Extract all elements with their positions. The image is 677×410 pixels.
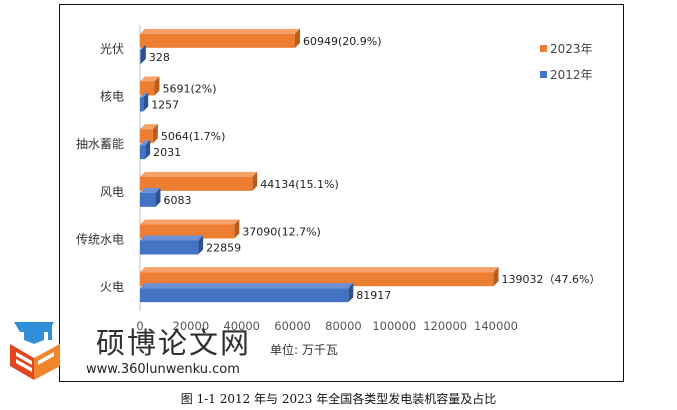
data-label: 328: [149, 51, 170, 64]
data-label: 44134(15.1%): [260, 178, 339, 191]
x-tick-label: 20000: [173, 319, 210, 333]
x-tick-label: 80000: [325, 319, 362, 333]
watermark-logo: 硕博论文网 www.360lunwenku.com: [8, 318, 268, 384]
watermark-name: 硕博论文网: [96, 326, 252, 360]
category-label: 光伏: [100, 42, 124, 56]
chart-frame: 0 20000 40000 60000 80000 100000 120000 140000 火…: [59, 4, 624, 382]
bar-2012: [140, 49, 141, 64]
x-tick-label: 0: [136, 319, 143, 333]
bar-side-face: [143, 92, 149, 112]
watermark-url: www.360lunwenku.com: [86, 362, 240, 377]
data-label: 81917: [356, 289, 391, 302]
bar-top-face: [140, 76, 160, 82]
unit-label: 单位: 万千瓦: [270, 342, 338, 357]
data-label: 2031: [153, 146, 181, 159]
category-label: 火电: [100, 280, 124, 294]
bar-top-face: [140, 171, 258, 177]
bar-chart: 0 20000 40000 60000 80000 100000 120000 140000 火…: [76, 25, 601, 357]
bar-top-face: [140, 140, 151, 146]
legend-label: 2012年: [550, 68, 593, 82]
category-label: 传统水电: [76, 232, 124, 247]
bar-top-face: [140, 283, 354, 289]
graduation-cap-logo-icon: [10, 322, 60, 380]
bar-side-face: [348, 283, 354, 303]
bar-top-face: [140, 267, 499, 273]
bar-top-face: [140, 124, 158, 130]
figure-caption: 图 1-1 2012 年与 2023 年全国各类型发电装机容量及占比: [180, 392, 497, 406]
bar-top-face: [140, 219, 240, 225]
bar-top-face: [140, 92, 149, 98]
data-label: 5064(1.7%): [161, 130, 226, 143]
bar-side-face: [234, 219, 240, 239]
data-label: 139032（47.6%）: [502, 273, 601, 286]
data-label: 5691(2%): [162, 83, 216, 96]
category-label: 风电: [100, 185, 124, 199]
bar-2012: [140, 240, 199, 255]
x-tick-label: 120000: [423, 319, 467, 333]
x-tick-label: 60000: [274, 319, 311, 333]
bar-top-face: [140, 28, 300, 34]
bar-side-face: [155, 187, 161, 207]
bar-2023: [140, 81, 155, 96]
bar-2023: [140, 176, 253, 191]
bar-side-face: [152, 124, 158, 144]
x-tick-label: 40000: [223, 319, 260, 333]
bar-2023: [140, 272, 494, 287]
data-label: 60949(20.9%): [303, 35, 382, 48]
bar-side-face: [294, 28, 300, 48]
bar-top-face: [140, 235, 204, 241]
x-tick-label: 100000: [372, 319, 416, 333]
data-label: 6083: [163, 194, 191, 207]
bar-2023: [140, 224, 235, 239]
category-label: 核电: [100, 90, 124, 104]
bar-2012: [140, 192, 156, 207]
data-label: 1257: [151, 99, 179, 112]
bar-side-face: [154, 76, 160, 96]
bar-2012: [140, 145, 146, 160]
x-tick-label: 140000: [474, 319, 518, 333]
data-label: 22859: [206, 242, 241, 255]
bar-side-face: [198, 235, 204, 255]
bar-side-face: [252, 171, 258, 191]
legend-label: 2023年: [550, 42, 593, 56]
bar-2023: [140, 33, 295, 48]
category-label: 抽水蓄能: [76, 137, 124, 151]
data-label: 37090(12.7%): [242, 226, 321, 239]
bar-top-face: [140, 44, 146, 50]
bar-2023: [140, 129, 153, 144]
legend-swatch: [540, 71, 547, 78]
bar-side-face: [145, 140, 151, 160]
bar-side-face: [493, 267, 499, 287]
legend-swatch: [540, 45, 547, 52]
bar-2012: [140, 97, 144, 112]
bar-2012: [140, 288, 349, 303]
bar-side-face: [140, 44, 146, 64]
bar-top-face: [140, 187, 161, 193]
